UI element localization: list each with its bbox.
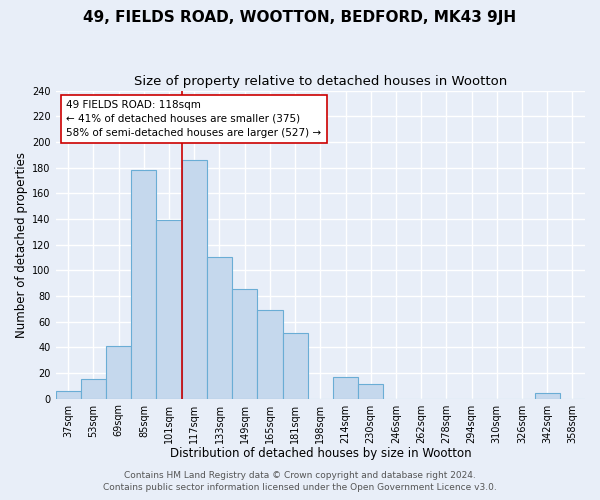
Bar [182,160,207,398]
Y-axis label: Number of detached properties: Number of detached properties [15,152,28,338]
Bar [358,384,383,398]
Bar [207,258,232,398]
Bar [333,377,358,398]
Title: Size of property relative to detached houses in Wootton: Size of property relative to detached ho… [134,75,507,88]
Text: Contains HM Land Registry data © Crown copyright and database right 2024.
Contai: Contains HM Land Registry data © Crown c… [103,471,497,492]
Bar [257,310,283,398]
Text: 49 FIELDS ROAD: 118sqm
← 41% of detached houses are smaller (375)
58% of semi-de: 49 FIELDS ROAD: 118sqm ← 41% of detached… [66,100,322,138]
Bar [157,220,182,398]
Text: 49, FIELDS ROAD, WOOTTON, BEDFORD, MK43 9JH: 49, FIELDS ROAD, WOOTTON, BEDFORD, MK43 … [83,10,517,25]
Bar [81,380,106,398]
Bar [131,170,157,398]
Bar [283,333,308,398]
Bar [232,290,257,399]
Bar [56,391,81,398]
X-axis label: Distribution of detached houses by size in Wootton: Distribution of detached houses by size … [170,447,471,460]
Bar [535,394,560,398]
Bar [106,346,131,399]
